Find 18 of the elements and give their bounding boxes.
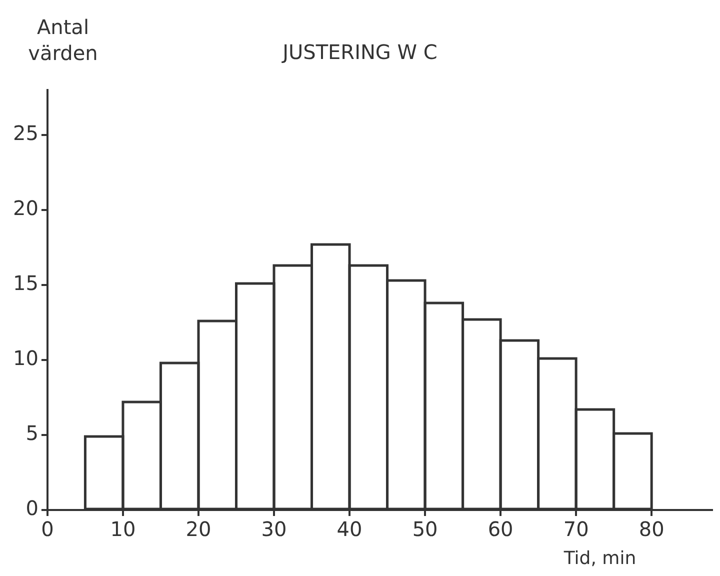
y-tick-label: 15: [12, 271, 38, 296]
y-tick-label: 0: [26, 496, 38, 520]
x-tick-label: 30: [261, 517, 287, 542]
x-tick-label: 60: [488, 517, 514, 542]
x-tick-label: 50: [412, 517, 438, 542]
x-axis-title: Tid, min: [562, 548, 638, 569]
y-tick-label: 20: [12, 196, 38, 220]
x-tick-label: 70: [563, 517, 589, 542]
chart-title: JUSTERING W C: [280, 40, 438, 64]
y-tick-label: 10: [12, 346, 38, 370]
x-tick-label: 20: [186, 517, 212, 542]
x-tick-label: 10: [110, 517, 136, 542]
y-axis-title: Antal värden: [27, 14, 99, 66]
x-tick-label: 0: [41, 517, 54, 542]
x-tick-label: 40: [336, 517, 362, 542]
x-tick-label: 80: [638, 517, 664, 542]
y-tick-label: 5: [26, 421, 38, 446]
y-tick-label: 25: [12, 121, 38, 146]
